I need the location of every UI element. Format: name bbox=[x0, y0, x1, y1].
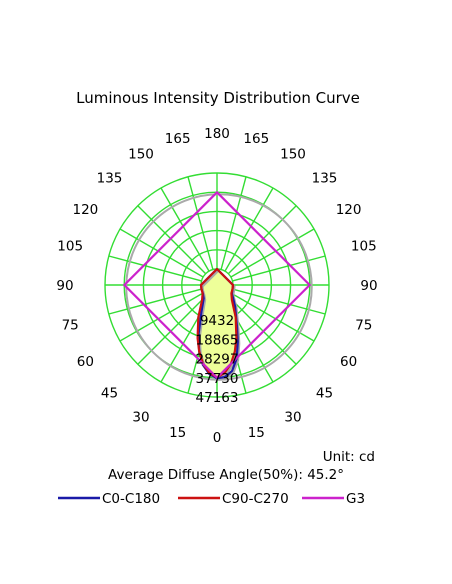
angle-label: 15 bbox=[169, 425, 186, 441]
ring-value-label: 9432 bbox=[200, 313, 234, 329]
angle-label: 30 bbox=[132, 410, 149, 426]
legend-label: C0-C180 bbox=[102, 491, 160, 507]
angle-label: 90 bbox=[360, 278, 377, 294]
angle-label: 150 bbox=[128, 146, 154, 162]
angle-label: 135 bbox=[97, 171, 123, 187]
legend: C0-C180 C90-C270 G3 bbox=[58, 491, 365, 507]
grid-spoke bbox=[224, 187, 274, 272]
grid-spoke bbox=[220, 176, 247, 270]
grid-spoke bbox=[230, 228, 315, 278]
angle-label: 45 bbox=[316, 386, 333, 402]
ring-labels: 9432 18865 28297 37730 47163 bbox=[196, 313, 239, 406]
angle-label: 135 bbox=[312, 171, 338, 187]
legend-label: C90-C270 bbox=[222, 491, 289, 507]
series-layer bbox=[123, 191, 313, 381]
legend-label: G3 bbox=[346, 491, 365, 507]
angle-label: 165 bbox=[243, 131, 269, 147]
grid-spoke bbox=[119, 292, 204, 342]
angle-label: 30 bbox=[284, 410, 301, 426]
unit-label: Unit: cd bbox=[323, 449, 375, 465]
chart-title: Luminous Intensity Distribution Curve bbox=[76, 89, 360, 107]
angle-label: 180 bbox=[204, 126, 230, 142]
angle-label: 120 bbox=[336, 202, 362, 218]
angle-label: 75 bbox=[355, 317, 372, 333]
beam-fill-area bbox=[197, 269, 237, 378]
angle-label: 45 bbox=[101, 386, 118, 402]
grid-spoke bbox=[232, 255, 326, 282]
ring-value-label: 28297 bbox=[196, 352, 239, 368]
beam-angle-label: Average Diffuse Angle(50%): 45.2° bbox=[108, 467, 344, 483]
grid-spoke bbox=[119, 228, 204, 278]
ring-value-label: 37730 bbox=[196, 371, 239, 387]
angle-labels: 0 15 30 45 60 75 90 105 120 135 150 165 180 15 30 45 60 7… bbox=[56, 126, 377, 446]
angle-label: 0 bbox=[213, 430, 222, 446]
angle-label: 60 bbox=[340, 354, 357, 370]
angle-label: 105 bbox=[351, 239, 377, 255]
grid-spoke bbox=[187, 176, 214, 270]
grid-spoke bbox=[108, 255, 202, 282]
grid-spoke bbox=[108, 288, 202, 315]
grid-spoke bbox=[137, 205, 207, 275]
angle-label: 15 bbox=[248, 425, 265, 441]
angle-label: 75 bbox=[62, 317, 79, 333]
angle-label: 105 bbox=[57, 239, 83, 255]
angle-label: 60 bbox=[77, 354, 94, 370]
beam-fill bbox=[197, 269, 238, 379]
series-g3-curve bbox=[123, 191, 311, 379]
ring-value-label: 47163 bbox=[196, 390, 239, 406]
grid-spoke bbox=[227, 205, 297, 275]
grid-spoke bbox=[160, 187, 210, 272]
angle-label: 90 bbox=[56, 278, 73, 294]
angle-label: 150 bbox=[280, 146, 306, 162]
ring-value-label: 18865 bbox=[196, 332, 239, 348]
angle-label: 120 bbox=[73, 202, 99, 218]
angle-label: 165 bbox=[165, 131, 191, 147]
grid-spoke bbox=[137, 295, 207, 365]
